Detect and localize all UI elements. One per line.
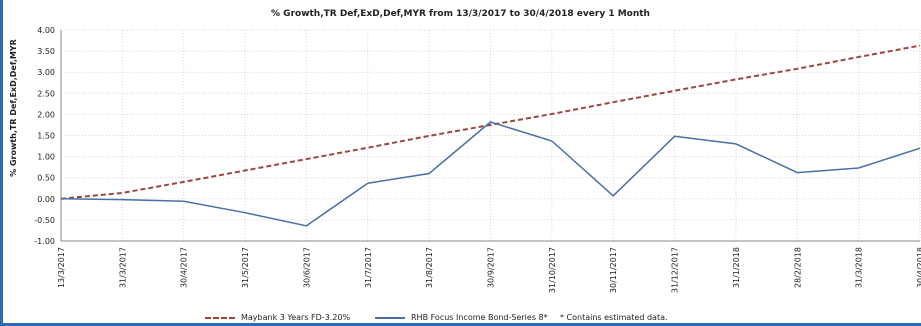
x-tick-label: 30/9/2017	[487, 247, 496, 288]
y-tick-label: 1.50	[37, 132, 55, 141]
grid	[60, 29, 921, 242]
x-tick-label: 31/8/2017	[425, 247, 434, 288]
y-tick-label: -0.50	[34, 216, 55, 225]
x-tick-label: 31/7/2017	[364, 247, 373, 288]
x-tick-label: 13/3/2017	[57, 247, 66, 288]
y-tick-label: 0.00	[37, 195, 55, 204]
estimated-data-note: * Contains estimated data.	[560, 313, 668, 322]
x-tick-label: 31/5/2017	[241, 247, 250, 288]
legend-label-maybank: Maybank 3 Years FD-3.20%	[241, 313, 351, 322]
y-tick-label: 0.50	[37, 174, 55, 183]
chart-title: % Growth,TR Def,ExD,Def,MYR from 13/3/20…	[271, 9, 650, 19]
y-tick-label: 4.00	[37, 26, 55, 35]
x-tick-label: 30/4/2017	[180, 247, 189, 288]
x-tick-label: 31/10/2017	[548, 247, 557, 293]
y-tick-label: 3.50	[37, 47, 55, 56]
legend-label-rhb: RHB Focus Income Bond-Series 8*	[411, 313, 548, 322]
x-tick-label: 31/3/2018	[855, 247, 864, 288]
legend-item-rhb: RHB Focus Income Bond-Series 8*	[375, 313, 548, 322]
series-lines	[60, 44, 921, 227]
legend: Maybank 3 Years FD-3.20% RHB Focus Incom…	[0, 313, 921, 325]
x-tick-label: 31/3/2017	[118, 247, 127, 288]
x-tick-label: 28/2/2018	[793, 247, 802, 288]
series-line-maybank-fd	[60, 44, 921, 200]
x-tick-label: 30/4/2018	[916, 247, 921, 288]
y-axis-label: % Growth,TR Def,ExD,Def,MYR	[9, 39, 18, 177]
y-tick-label: 2.50	[37, 89, 55, 98]
x-tick-label: 31/12/2017	[671, 247, 680, 293]
legend-swatch-solid	[375, 316, 405, 319]
x-axis-ticks: 13/3/2017 31/3/2017 30/4/2017 31/5/2017 30/6…	[57, 247, 921, 293]
y-tick-label: 1.00	[37, 153, 55, 162]
y-tick-label: -1.00	[34, 237, 55, 246]
x-tick-label: 30/6/2017	[302, 247, 311, 288]
x-tick-label: 30/11/2017	[609, 247, 618, 293]
legend-swatch-dashed	[205, 316, 235, 319]
legend-item-maybank: Maybank 3 Years FD-3.20%	[205, 313, 350, 322]
x-tick-label: 31/1/2018	[732, 247, 741, 288]
y-axis-ticks: 4.00 3.50 3.00 2.50 2.00 1.50 1.00 0.50 0.00 -0.5…	[34, 26, 55, 246]
legend-note: * Contains estimated data.	[560, 313, 668, 322]
y-tick-label: 3.00	[37, 68, 55, 77]
series-line-rhb-bond	[60, 121, 921, 227]
y-tick-label: 2.00	[37, 110, 55, 119]
